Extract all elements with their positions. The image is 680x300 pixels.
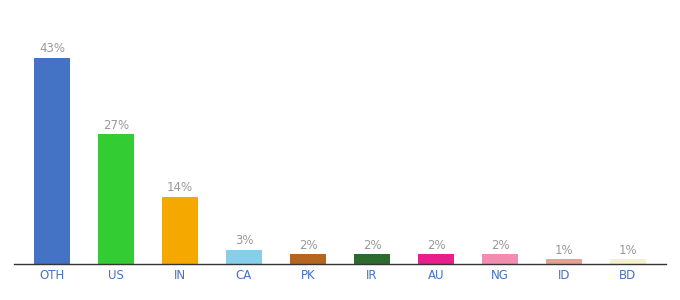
Bar — [163, 197, 198, 264]
Bar — [99, 134, 133, 264]
Text: 1%: 1% — [619, 244, 637, 257]
Text: 2%: 2% — [299, 239, 318, 252]
Text: 1%: 1% — [555, 244, 573, 257]
Bar — [35, 58, 69, 264]
Bar — [547, 259, 581, 264]
Text: 2%: 2% — [362, 239, 381, 252]
Text: 27%: 27% — [103, 119, 129, 132]
Bar — [611, 259, 645, 264]
Text: 14%: 14% — [167, 182, 193, 194]
Text: 43%: 43% — [39, 42, 65, 55]
Bar — [290, 254, 326, 264]
Bar — [354, 254, 390, 264]
Bar — [226, 250, 262, 264]
Text: 2%: 2% — [491, 239, 509, 252]
Bar — [418, 254, 454, 264]
Bar — [482, 254, 517, 264]
Text: 3%: 3% — [235, 234, 253, 247]
Text: 2%: 2% — [426, 239, 445, 252]
